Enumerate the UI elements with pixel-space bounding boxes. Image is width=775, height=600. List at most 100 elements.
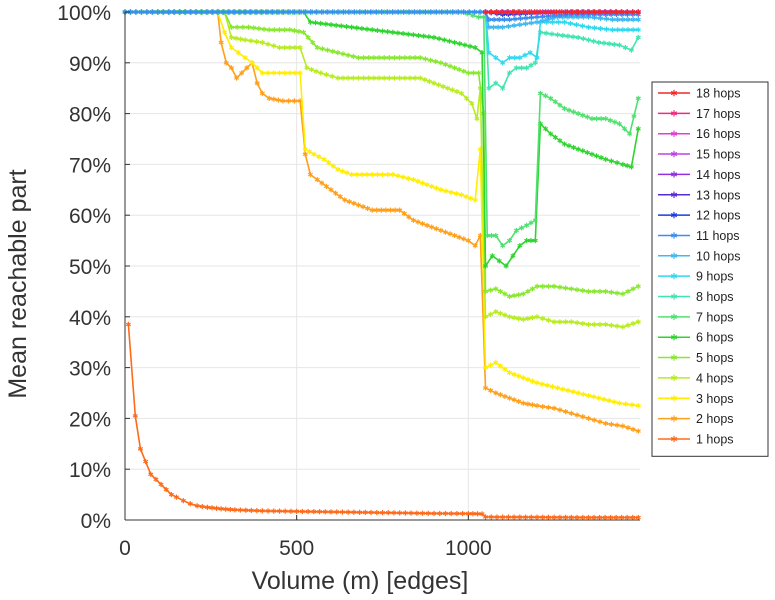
data-point [534, 55, 540, 61]
data-point [431, 80, 437, 86]
data-point [323, 183, 329, 190]
data-point [379, 28, 386, 34]
data-point [511, 293, 517, 299]
data-point [608, 514, 614, 521]
data-point [520, 291, 526, 297]
y-tick-label: 40% [69, 307, 111, 330]
data-point [448, 510, 454, 517]
data-point [568, 514, 574, 520]
data-point [568, 286, 574, 292]
data-point [571, 109, 577, 115]
data-point [482, 288, 489, 294]
data-point [376, 75, 382, 81]
data-point [354, 171, 360, 178]
series-layer [122, 9, 641, 521]
data-point [580, 287, 586, 294]
data-point [517, 55, 523, 61]
data-point [635, 319, 641, 325]
data-point [545, 283, 552, 289]
data-point [443, 188, 449, 194]
data-point [603, 116, 609, 122]
data-point [573, 22, 580, 28]
data-point [597, 419, 603, 425]
data-point [415, 178, 421, 184]
data-point [349, 171, 355, 178]
data-point [534, 314, 540, 320]
data-point [575, 390, 581, 396]
data-point [585, 392, 592, 399]
data-point [350, 53, 356, 60]
data-point [598, 116, 604, 122]
data-point [467, 43, 473, 49]
data-point [517, 243, 523, 249]
data-point [351, 200, 357, 206]
legend-label: 16 hops [696, 127, 740, 141]
data-point [635, 428, 641, 434]
data-point [218, 39, 224, 46]
data-point [259, 90, 265, 96]
data-point [452, 65, 458, 71]
data-point [259, 70, 265, 76]
data-point [381, 55, 387, 61]
data-point [342, 197, 348, 203]
data-point [361, 75, 367, 81]
data-point [386, 75, 392, 81]
data-point [412, 75, 418, 81]
data-point [405, 175, 411, 181]
data-point [598, 155, 604, 161]
legend: 18 hops 17 hops 16 hops 15 hops 14 hops 13 ho… [651, 81, 769, 457]
data-point [468, 195, 474, 201]
data-point [620, 17, 626, 23]
data-point [522, 21, 529, 27]
data-point [335, 50, 341, 56]
data-point [484, 232, 490, 239]
data-point [360, 204, 366, 210]
data-point [560, 386, 566, 392]
data-point [333, 190, 339, 196]
data-point [472, 243, 478, 249]
data-point [437, 510, 443, 517]
data-point [614, 160, 620, 166]
data-point [168, 492, 174, 498]
data-point [292, 70, 298, 76]
data-point [500, 514, 506, 520]
data-point [454, 510, 460, 517]
data-point [335, 75, 341, 81]
data-point [511, 371, 517, 377]
data-point [518, 225, 525, 231]
data-point [391, 55, 398, 61]
data-point [328, 187, 334, 193]
data-point [306, 149, 313, 155]
data-point [457, 41, 463, 47]
data-point [497, 288, 503, 294]
data-point [369, 171, 375, 178]
data-point [433, 185, 439, 191]
data-point [441, 37, 447, 43]
data-point [300, 29, 307, 35]
data-point [580, 414, 586, 420]
data-point [431, 34, 437, 40]
data-point [125, 321, 131, 328]
data-point [422, 56, 428, 62]
data-point [575, 111, 581, 117]
data-point [524, 222, 530, 228]
data-point [624, 514, 630, 521]
data-point [603, 288, 609, 294]
data-point [545, 404, 552, 410]
data-point [524, 238, 530, 244]
x-axis-title: Volume (m) [edges] [252, 567, 469, 595]
data-point [518, 65, 525, 71]
series-18-hops [482, 9, 641, 15]
data-point [379, 171, 386, 178]
data-point [436, 82, 442, 88]
data-point [415, 32, 422, 39]
data-point [575, 34, 581, 40]
data-point [222, 29, 228, 35]
data-point [597, 321, 603, 328]
data-point [630, 27, 636, 33]
data-point [469, 100, 475, 107]
legend-label: 1 hops [696, 432, 734, 446]
data-point [132, 413, 138, 419]
data-point [137, 446, 144, 452]
data-point [629, 402, 635, 408]
